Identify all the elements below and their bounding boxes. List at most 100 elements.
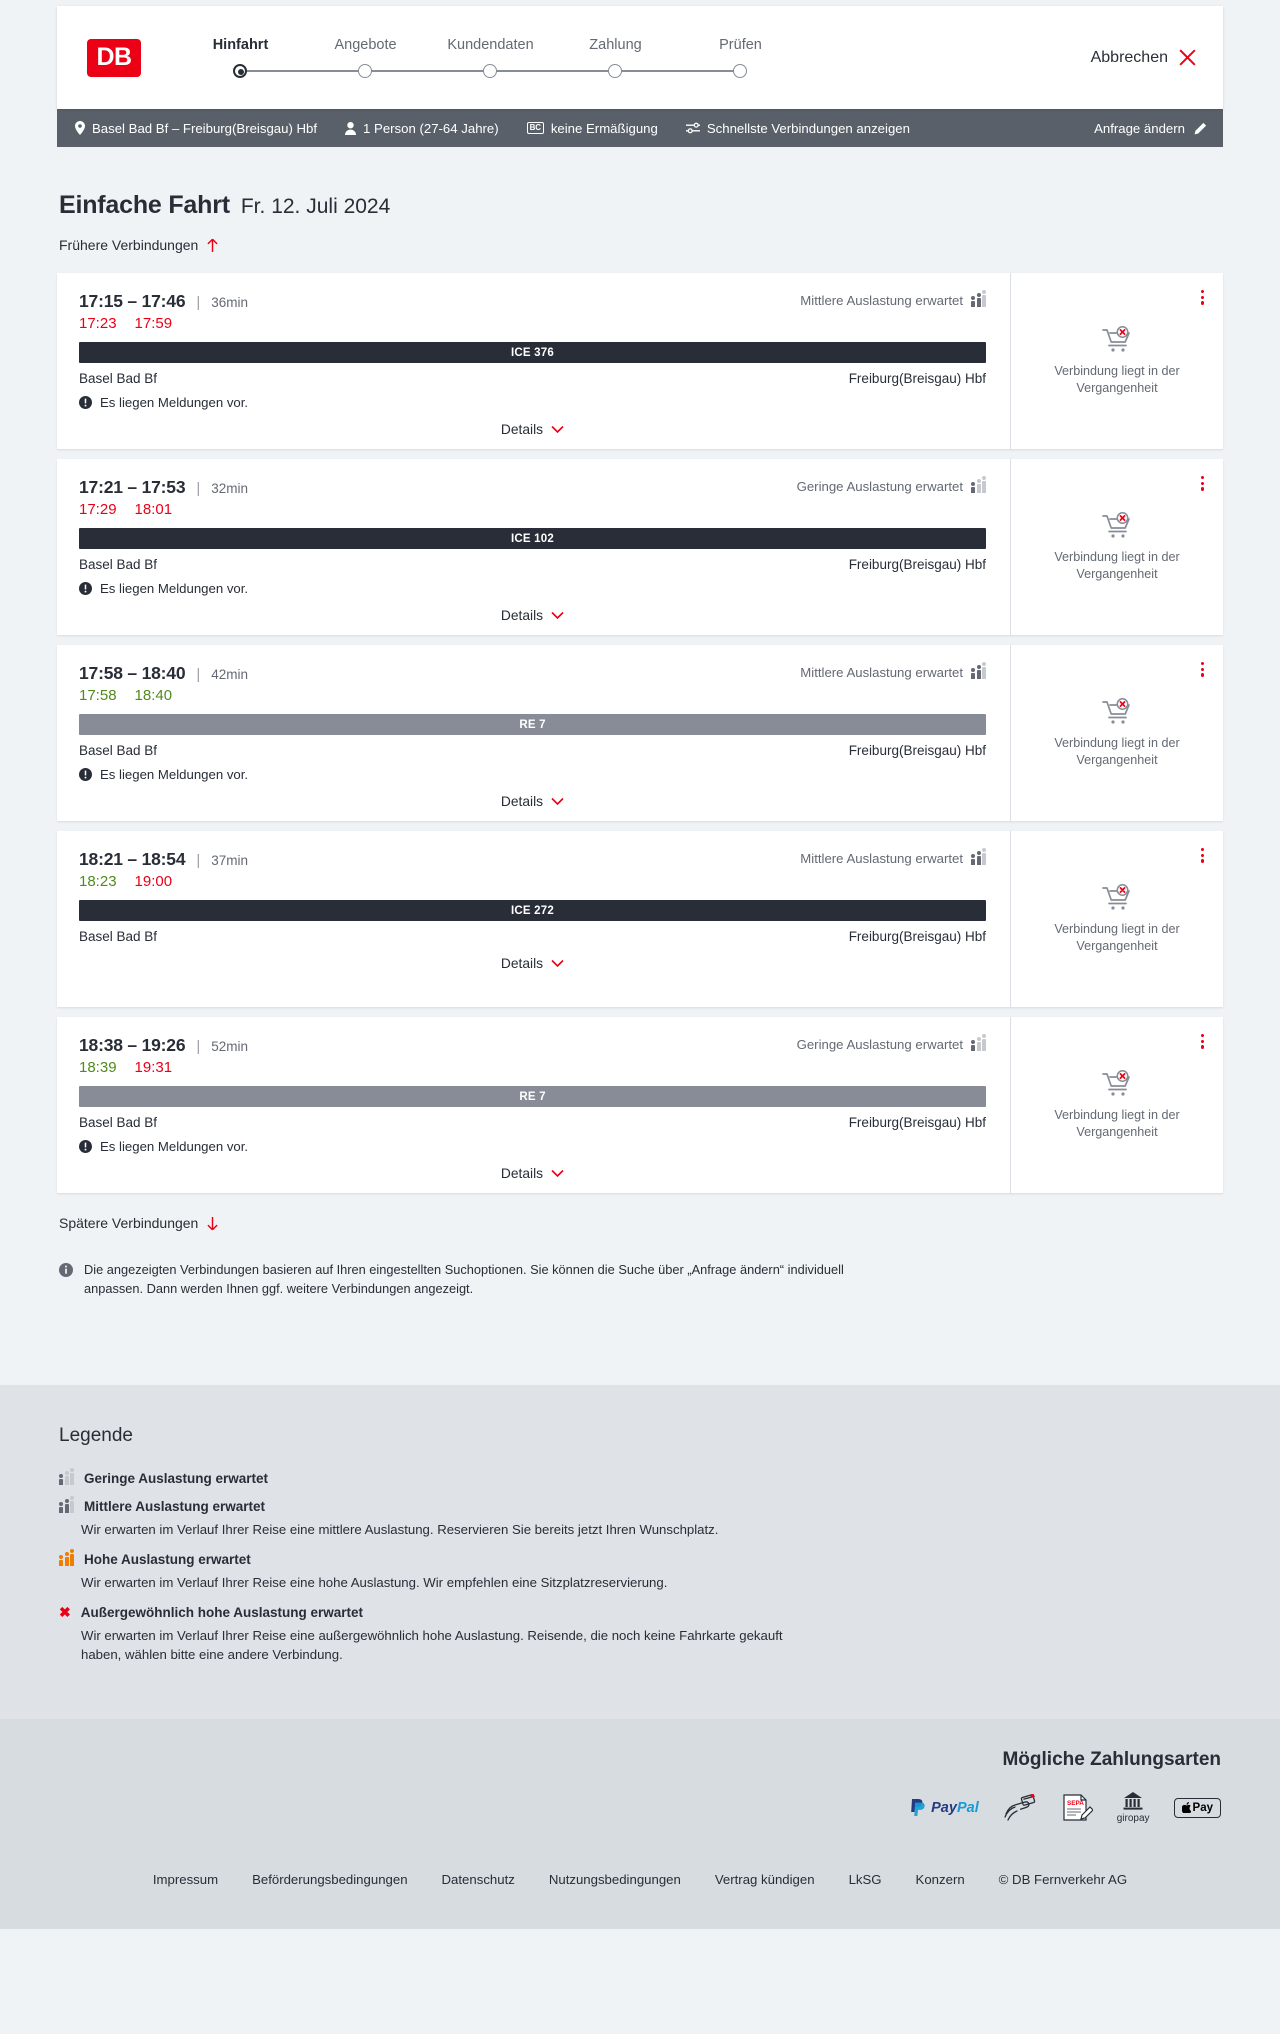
- connection-train-label: ICE 376: [511, 346, 554, 359]
- utilization-figure: [976, 479, 981, 493]
- connection-card[interactable]: 17:15 – 17:46 | 36min Mittlere Auslastung e…: [57, 273, 1223, 449]
- connection-train-badge[interactable]: ICE 376: [79, 342, 986, 363]
- more-options-icon[interactable]: [1198, 659, 1207, 680]
- connection-details-button[interactable]: Details: [501, 794, 564, 809]
- footer-link[interactable]: Konzern: [915, 1872, 965, 1888]
- more-options-icon[interactable]: [1198, 1031, 1207, 1052]
- connection-utilization: Mittlere Auslastung erwartet: [800, 662, 986, 680]
- step-label-hinfahrt[interactable]: Hinfahrt: [212, 37, 269, 53]
- location-pin-icon: [75, 121, 85, 135]
- step-label-kundendaten[interactable]: Kundendaten: [447, 37, 534, 53]
- connection-messages-text: Es liegen Meldungen vor.: [100, 1139, 249, 1154]
- footer-copyright: © DB Fernverkehr AG: [998, 1872, 1128, 1888]
- connection-times: 17:21 – 17:53 | 32min: [79, 477, 986, 498]
- connection-details-button[interactable]: Details: [501, 608, 564, 623]
- earlier-connections-link[interactable]: Frühere Verbindungen: [59, 237, 219, 253]
- earlier-connections-label: Frühere Verbindungen: [59, 237, 199, 253]
- connection-stations: Basel Bad Bf Freiburg(Breisgau) Hbf: [79, 743, 986, 758]
- sepa-icon: SEPA: [1061, 1794, 1093, 1822]
- connection-utilization-label: Mittlere Auslastung erwartet: [800, 851, 963, 866]
- page-title-date: Fr. 12. Juli 2024: [240, 195, 391, 218]
- criteria-route-text: Basel Bad Bf – Freiburg(Breisgau) Hbf: [92, 120, 318, 136]
- connection-details-button[interactable]: Details: [501, 956, 564, 971]
- step-dot-hinfahrt[interactable]: [233, 64, 247, 78]
- criteria-fastest[interactable]: Schnellste Verbindungen anzeigen: [685, 121, 910, 136]
- giropay-label: giropay: [1116, 1813, 1150, 1825]
- step-dot-kundendaten[interactable]: [483, 64, 497, 78]
- db-logo[interactable]: DB: [87, 38, 141, 77]
- connection-train-label: RE 7: [519, 1090, 546, 1103]
- connection-card[interactable]: 18:38 – 19:26 | 52min Geringe Auslastung er…: [57, 1017, 1223, 1193]
- connection-train-label: RE 7: [519, 718, 546, 731]
- connection-scheduled-time: 18:21 – 18:54: [79, 849, 186, 869]
- connection-train-badge[interactable]: RE 7: [79, 714, 986, 735]
- connection-card[interactable]: 18:21 – 18:54 | 37min Mittlere Auslastung e…: [57, 831, 1223, 1007]
- criteria-route[interactable]: Basel Bad Bf – Freiburg(Breisgau) Hbf: [75, 121, 317, 136]
- utilization-figure: [971, 668, 975, 679]
- connection-card[interactable]: 17:58 – 18:40 | 42min Mittlere Auslastung e…: [57, 645, 1223, 821]
- connection-realtime: 18:23 19:00: [79, 873, 986, 890]
- paypal-icon: PayPal: [910, 1798, 979, 1817]
- connection-messages[interactable]: Es liegen Meldungen vor.: [79, 767, 986, 782]
- chevron-down-icon: [551, 797, 564, 806]
- cart-unavailable-icon: [1102, 511, 1130, 538]
- utilization-figure: [976, 851, 981, 865]
- more-options-icon[interactable]: [1198, 473, 1207, 494]
- db-logo-text: DB: [96, 43, 132, 71]
- connection-details-row: Details: [79, 956, 986, 971]
- connection-duration: 52min: [211, 1039, 249, 1054]
- connection-real-departure: 18:23: [79, 873, 117, 890]
- footer-link[interactable]: Impressum: [152, 1872, 219, 1888]
- footer-link[interactable]: Beförderungsbedingungen: [252, 1872, 408, 1888]
- connection-details-row: Details: [79, 422, 986, 437]
- connection-card-main: 18:38 – 19:26 | 52min Geringe Auslastung er…: [57, 1017, 1010, 1193]
- utilization-bars-high: [59, 1548, 74, 1566]
- connection-time-separator: |: [196, 666, 201, 683]
- footer-link[interactable]: Datenschutz: [441, 1872, 515, 1888]
- svg-text:SEPA: SEPA: [1067, 1800, 1084, 1807]
- connection-card-side: Verbindung liegt in der Vergangenheit: [1010, 459, 1223, 635]
- connection-messages[interactable]: Es liegen Meldungen vor.: [79, 1139, 986, 1154]
- connection-messages[interactable]: Es liegen Meldungen vor.: [79, 395, 986, 410]
- cart-unavailable-icon: [1102, 883, 1130, 910]
- legend-section: Legende Geringe Auslastung erwartet Mittl…: [0, 1384, 1280, 1720]
- criteria-passengers-text: 1 Person (27-64 Jahre): [363, 120, 499, 136]
- criteria-bar-wrapper: Basel Bad Bf – Freiburg(Breisgau) Hbf 1 …: [57, 109, 1223, 147]
- connection-details-button[interactable]: Details: [501, 422, 564, 437]
- step-dot-pruefen[interactable]: [733, 64, 747, 78]
- connection-to-station: Freiburg(Breisgau) Hbf: [848, 929, 986, 944]
- search-info-text: Die angezeigten Verbindungen basieren au…: [84, 1262, 844, 1296]
- connection-utilization: Geringe Auslastung erwartet: [797, 1034, 986, 1052]
- cancel-button[interactable]: Abbrechen: [1091, 48, 1197, 67]
- connection-duration: 37min: [211, 853, 249, 868]
- connection-times: 18:38 – 19:26 | 52min: [79, 1035, 986, 1056]
- more-options-icon[interactable]: [1198, 845, 1207, 866]
- step-label-pruefen[interactable]: Prüfen: [719, 37, 762, 53]
- step-label-angebote[interactable]: Angebote: [334, 37, 397, 53]
- connection-train-badge[interactable]: ICE 102: [79, 528, 986, 549]
- stepper-labels: Hinfahrt Angebote Kundendaten Zahlung Pr…: [178, 37, 803, 53]
- connection-train-badge[interactable]: ICE 272: [79, 900, 986, 921]
- legend-item-head: Geringe Auslastung erwartet: [59, 1467, 1223, 1486]
- step-label-zahlung[interactable]: Zahlung: [589, 37, 642, 53]
- utilization-figure: [70, 1495, 74, 1513]
- footer-link[interactable]: Vertrag kündigen: [714, 1872, 815, 1888]
- connection-train-badge[interactable]: RE 7: [79, 1086, 986, 1107]
- later-connections-link[interactable]: Spätere Verbindungen: [59, 1215, 219, 1231]
- connection-messages[interactable]: Es liegen Meldungen vor.: [79, 581, 986, 596]
- connection-details-button[interactable]: Details: [501, 1166, 564, 1181]
- exclamation-circle-icon: [79, 396, 92, 409]
- edit-request-button[interactable]: Anfrage ändern: [1094, 121, 1207, 136]
- footer-link[interactable]: LkSG: [848, 1872, 882, 1888]
- connection-card[interactable]: 17:21 – 17:53 | 32min Geringe Auslastung er…: [57, 459, 1223, 635]
- more-options-icon[interactable]: [1198, 287, 1207, 308]
- step-dot-angebote[interactable]: [358, 64, 372, 78]
- criteria-passengers[interactable]: 1 Person (27-64 Jahre): [345, 121, 499, 136]
- connection-side-text: Verbindung liegt in der Vergangenheit: [1054, 363, 1180, 395]
- chevron-down-icon: [551, 611, 564, 620]
- step-dot-zahlung[interactable]: [608, 64, 622, 78]
- footer-link[interactable]: Nutzungsbedingungen: [548, 1872, 681, 1888]
- utilization-figure: [971, 1040, 975, 1051]
- criteria-discount[interactable]: BC keine Ermäßigung: [526, 121, 658, 136]
- cart-unavailable-icon: [1102, 697, 1130, 724]
